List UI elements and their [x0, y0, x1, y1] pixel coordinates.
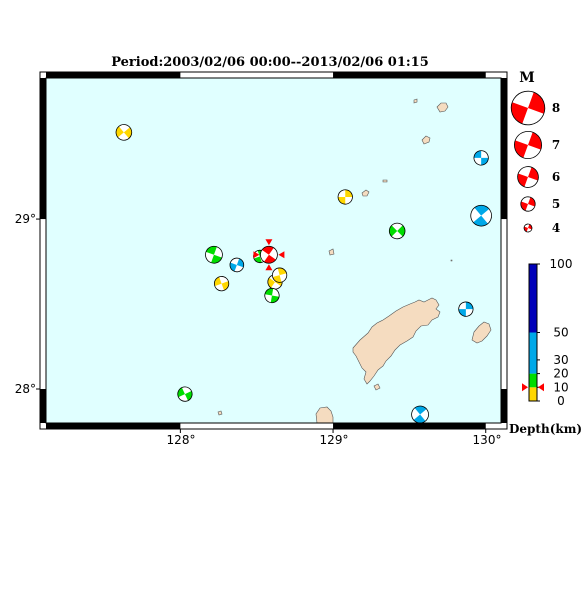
- depth-band-3: [529, 264, 537, 333]
- depth-band-1: [529, 373, 537, 388]
- lat-tick-28: 28°: [15, 382, 36, 396]
- magnitude-legend-label-6: 6: [552, 170, 560, 184]
- magnitude-legend-label-8: 8: [552, 101, 560, 115]
- map-frame: [36, 71, 508, 433]
- magnitude-legend-ball-8: [510, 90, 546, 126]
- land-island-north-1: [436, 102, 449, 113]
- land-tokunoshima: [315, 406, 334, 423]
- earthquake-event-12: [264, 287, 280, 304]
- earthquake-event-11: [272, 267, 288, 283]
- earthquake-event-2: [473, 150, 489, 166]
- magnitude-legend-label-5: 5: [552, 197, 560, 211]
- land-island-small-5: [328, 248, 335, 256]
- lon-tick-129: 129°: [320, 433, 349, 447]
- land-island-north-3: [413, 98, 418, 104]
- highlight-marker: [253, 251, 260, 259]
- land-island-small-7: [217, 410, 223, 416]
- land-island-small-8: [373, 383, 381, 391]
- highlight-marker: [265, 239, 273, 246]
- depth-tick-50: 50: [553, 326, 568, 340]
- magnitude-legend-header: M: [519, 70, 535, 86]
- earthquake-event-6: [229, 257, 245, 273]
- events-layer: [115, 124, 492, 423]
- magnitude-legend-ball-6: [517, 166, 539, 188]
- depth-marker-left: [522, 383, 528, 392]
- lon-tick-128: 128°: [167, 433, 196, 447]
- depth-band-2: [529, 332, 537, 374]
- land-island-north-2: [421, 135, 431, 145]
- land-island-small-6: [450, 259, 453, 262]
- land-amami-oshima: [352, 297, 441, 385]
- highlight-marker: [265, 264, 273, 271]
- map-title: Period:2003/02/06 00:00--2013/02/06 01:1…: [111, 55, 429, 70]
- magnitude-legend-label-7: 7: [552, 138, 560, 152]
- earthquake-event-7: [213, 276, 230, 292]
- earthquake-event-9: [260, 245, 278, 264]
- earthquake-event-5: [205, 245, 223, 264]
- depth-tick-100: 100: [550, 257, 573, 271]
- earthquake-event-13: [458, 301, 474, 317]
- lat-tick-29: 29°: [15, 212, 36, 226]
- highlight-marker: [278, 251, 285, 259]
- depth-marker-right: [538, 383, 544, 392]
- magnitude-legend: M 8 7 6 5 4: [510, 70, 560, 235]
- land-layer: [217, 98, 492, 423]
- lon-tick-130: 130°: [473, 433, 502, 447]
- earthquake-event-4: [388, 222, 406, 240]
- depth-tick-20: 20: [553, 367, 568, 381]
- magnitude-legend-label-4: 4: [552, 221, 560, 235]
- magnitude-legend-ball-4: [523, 223, 533, 233]
- depth-tick-30: 30: [553, 353, 568, 367]
- map-panel: [36, 71, 508, 433]
- earthquake-event-15: [411, 405, 429, 423]
- earthquake-event-14: [177, 386, 193, 402]
- depth-legend-unit: Depth(km): [509, 422, 582, 436]
- depth-tick-10: 10: [553, 380, 568, 394]
- magnitude-legend-ball-7: [513, 130, 543, 160]
- depth-tick-0: 0: [557, 394, 565, 408]
- land-island-small-4: [382, 179, 388, 183]
- land-island-takara: [361, 189, 370, 197]
- earthquake-event-3: [470, 204, 492, 227]
- magnitude-legend-ball-5: [520, 196, 536, 212]
- earthquake-event-1: [337, 189, 353, 205]
- earthquake-event-0: [115, 124, 133, 141]
- depth-band-0: [529, 387, 537, 401]
- land-kikai-jima: [471, 321, 492, 344]
